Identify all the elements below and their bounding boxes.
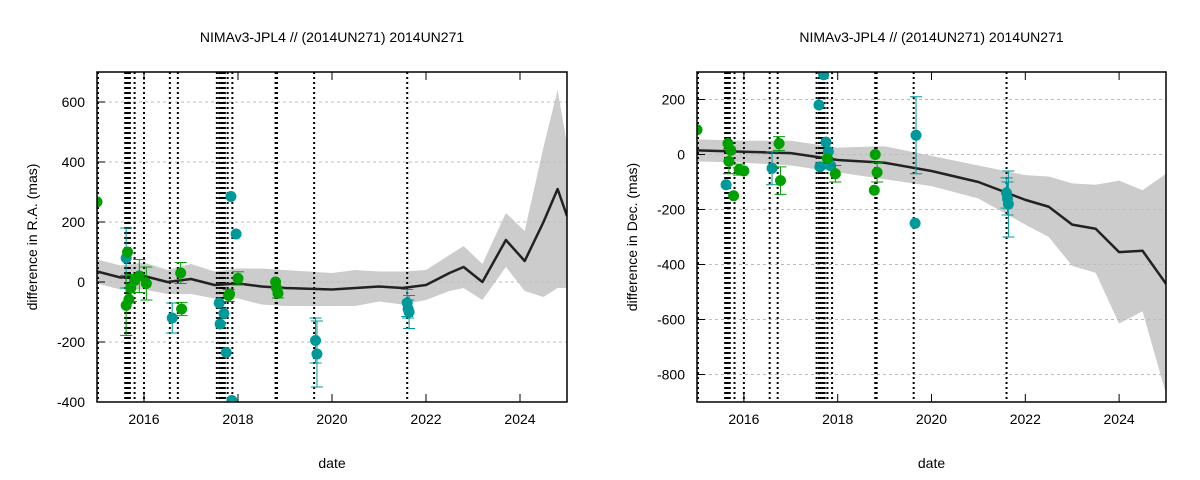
data-point-green xyxy=(829,168,841,180)
data-point-green xyxy=(697,124,703,136)
data-point-teal xyxy=(226,395,238,402)
y-tick-label: 0 xyxy=(677,147,685,163)
y-tick-label: -800 xyxy=(657,367,685,383)
data-point-green xyxy=(728,190,740,202)
y-axis-label: difference in R.A. (mas) xyxy=(24,164,40,311)
data-point-teal xyxy=(403,306,415,318)
y-tick-label: 400 xyxy=(62,154,86,170)
plot-area xyxy=(697,72,1166,402)
x-tick-label: 2020 xyxy=(316,411,347,427)
x-tick-label: 2022 xyxy=(410,411,441,427)
data-point-teal xyxy=(214,318,226,330)
data-point-teal xyxy=(218,308,230,319)
data-point-green xyxy=(133,270,145,282)
x-axis-label: date xyxy=(318,455,345,471)
data-point-green xyxy=(272,287,284,299)
plot-2: -800 -600 -400 -200 0 200 2016 2018 2020 2022 2024… xyxy=(624,29,1167,471)
data-point-teal xyxy=(225,191,237,202)
plot-1: -400 -200 0 200 400 600 2016 2018 2020 2022 2024 NI… xyxy=(24,29,568,471)
x-axis-label: date xyxy=(918,455,945,471)
data-point-teal xyxy=(230,228,242,240)
uncertainty-band xyxy=(697,139,1166,394)
data-point-green xyxy=(232,272,244,284)
data-point-teal xyxy=(818,72,830,81)
data-point-green xyxy=(122,246,134,258)
y-tick-label: 0 xyxy=(77,274,85,290)
data-point-teal xyxy=(720,179,732,191)
data-point-teal xyxy=(813,99,825,111)
data-point-green xyxy=(871,166,883,178)
data-point-teal xyxy=(814,161,826,173)
data-point-teal xyxy=(310,335,322,346)
data-point-teal xyxy=(311,348,323,360)
y-tick-label: 200 xyxy=(662,92,686,108)
y-tick-label: 200 xyxy=(62,214,86,230)
data-point-green xyxy=(821,153,833,165)
x-tick-label: 2024 xyxy=(504,411,535,427)
y-tick-label: -200 xyxy=(657,202,685,218)
chart-title: NIMAv3-JPL4 // (2014UN271) 2014UN271 xyxy=(200,29,465,45)
data-point-green xyxy=(774,175,786,187)
x-tick-label: 2016 xyxy=(128,411,159,427)
uncertainty-band xyxy=(97,90,567,306)
data-point-teal xyxy=(910,129,922,141)
data-point-green xyxy=(175,267,187,279)
data-point-teal xyxy=(766,162,778,174)
data-point-green xyxy=(140,278,152,289)
data-point-green xyxy=(738,165,750,177)
data-point-teal xyxy=(220,347,232,358)
data-point-green xyxy=(224,288,236,300)
x-tick-label: 2024 xyxy=(1104,411,1135,427)
y-tick-label: 600 xyxy=(62,94,86,110)
data-point-green xyxy=(869,149,881,160)
data-point-teal xyxy=(909,217,921,229)
data-point-green xyxy=(176,303,188,315)
data-point-green xyxy=(97,196,103,208)
x-tick-label: 2022 xyxy=(1010,411,1041,427)
data-point-teal xyxy=(166,312,178,324)
data-point-teal xyxy=(820,136,832,148)
y-tick-label: -400 xyxy=(657,257,685,273)
x-tick-label: 2016 xyxy=(728,411,759,427)
x-tick-label: 2020 xyxy=(916,411,947,427)
plot-area xyxy=(97,72,567,402)
data-point-green xyxy=(723,155,735,167)
y-axis-label: difference in Dec. (mas) xyxy=(624,163,640,311)
data-point-green xyxy=(725,144,737,156)
y-tick-label: -200 xyxy=(57,334,85,350)
data-point-green xyxy=(123,293,135,305)
x-tick-label: 2018 xyxy=(222,411,253,427)
data-point-teal xyxy=(213,297,225,309)
y-tick-label: -400 xyxy=(57,394,85,410)
chart-title: NIMAv3-JPL4 // (2014UN271) 2014UN271 xyxy=(799,29,1064,45)
data-point-green xyxy=(868,184,880,196)
data-point-green xyxy=(773,138,785,149)
fit-line xyxy=(97,187,567,291)
x-tick-label: 2018 xyxy=(822,411,853,427)
data-point-teal xyxy=(1002,198,1014,210)
y-tick-label: -600 xyxy=(657,312,685,328)
